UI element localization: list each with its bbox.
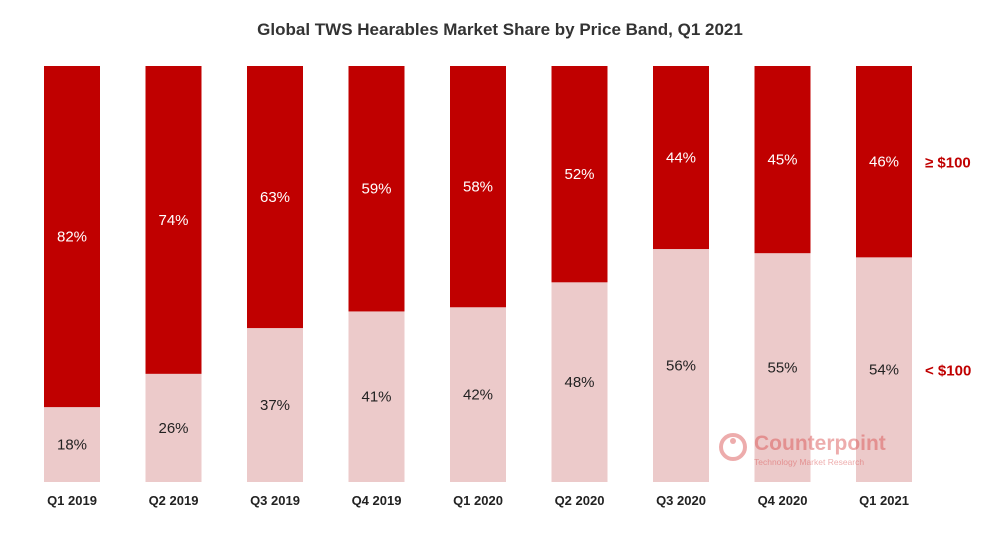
x-tick-q2-2019: Q2 2019 [149,493,199,508]
bar-under-100-q1-2020 [450,307,506,482]
data-label-over-100-q1-2019: 82% [57,229,87,246]
data-label-under-100-q1-2021: 54% [869,362,899,379]
bar-over-100-q1-2020 [450,66,506,308]
data-label-under-100-q2-2019: 26% [158,420,188,437]
bar-over-100-q1-2019 [44,66,100,408]
legend-under-100: < $100 [925,363,971,380]
bar-under-100-q4-2020 [754,253,811,482]
data-label-over-100-q4-2020: 45% [767,152,797,169]
data-label-under-100-q1-2020: 42% [463,387,493,404]
x-tick-q3-2020: Q3 2020 [656,493,706,508]
data-label-under-100-q1-2019: 18% [57,437,87,454]
bar-over-100-q2-2020 [551,66,608,283]
x-tick-q1-2019: Q1 2019 [47,493,97,508]
x-tick-q2-2020: Q2 2020 [555,493,605,508]
data-label-over-100-q1-2020: 58% [463,179,493,196]
bar-under-100-q1-2019 [44,407,100,482]
bar-under-100-q2-2019 [145,373,202,482]
counterpoint-watermark: Counterpoint Technology Market Research [718,430,898,470]
data-label-under-100-q4-2020: 55% [767,360,797,377]
x-tick-q3-2019: Q3 2019 [250,493,300,508]
data-label-under-100-q3-2019: 37% [260,397,290,414]
x-tick-q4-2019: Q4 2019 [352,493,402,508]
data-label-over-100-q2-2020: 52% [564,166,594,183]
bar-over-100-q2-2019 [145,66,202,374]
data-label-under-100-q3-2020: 56% [666,358,696,375]
chart-title: Global TWS Hearables Market Share by Pri… [257,20,743,39]
bar-under-100-q3-2019 [247,328,303,482]
counterpoint-logo-icon [719,433,747,461]
bar-under-100-q2-2020 [551,282,608,482]
bar-under-100-q4-2019 [348,311,405,482]
bar-under-100-q1-2021 [856,257,912,482]
x-tick-q1-2020: Q1 2020 [453,493,503,508]
data-label-over-100-q4-2019: 59% [361,181,391,198]
x-tick-q1-2021: Q1 2021 [859,493,909,508]
bar-under-100-q3-2020 [653,249,709,482]
data-label-under-100-q2-2020: 48% [564,374,594,391]
legend-over-100: ≥ $100 [925,155,971,172]
watermark-brand: Counterpoint [754,432,886,455]
bar-over-100-q1-2021 [856,66,912,258]
data-label-over-100-q3-2019: 63% [260,189,290,206]
bar-over-100-q4-2019 [348,66,405,312]
data-label-over-100-q1-2021: 46% [869,154,899,171]
bar-over-100-q3-2019 [247,66,303,329]
bar-over-100-q3-2020 [653,66,709,250]
data-label-over-100-q3-2020: 44% [666,150,696,167]
data-label-under-100-q4-2019: 41% [361,389,391,406]
bar-over-100-q4-2020 [754,66,811,254]
watermark-tagline: Technology Market Research [754,457,865,467]
data-label-over-100-q2-2019: 74% [158,212,188,229]
x-tick-q4-2020: Q4 2020 [758,493,808,508]
